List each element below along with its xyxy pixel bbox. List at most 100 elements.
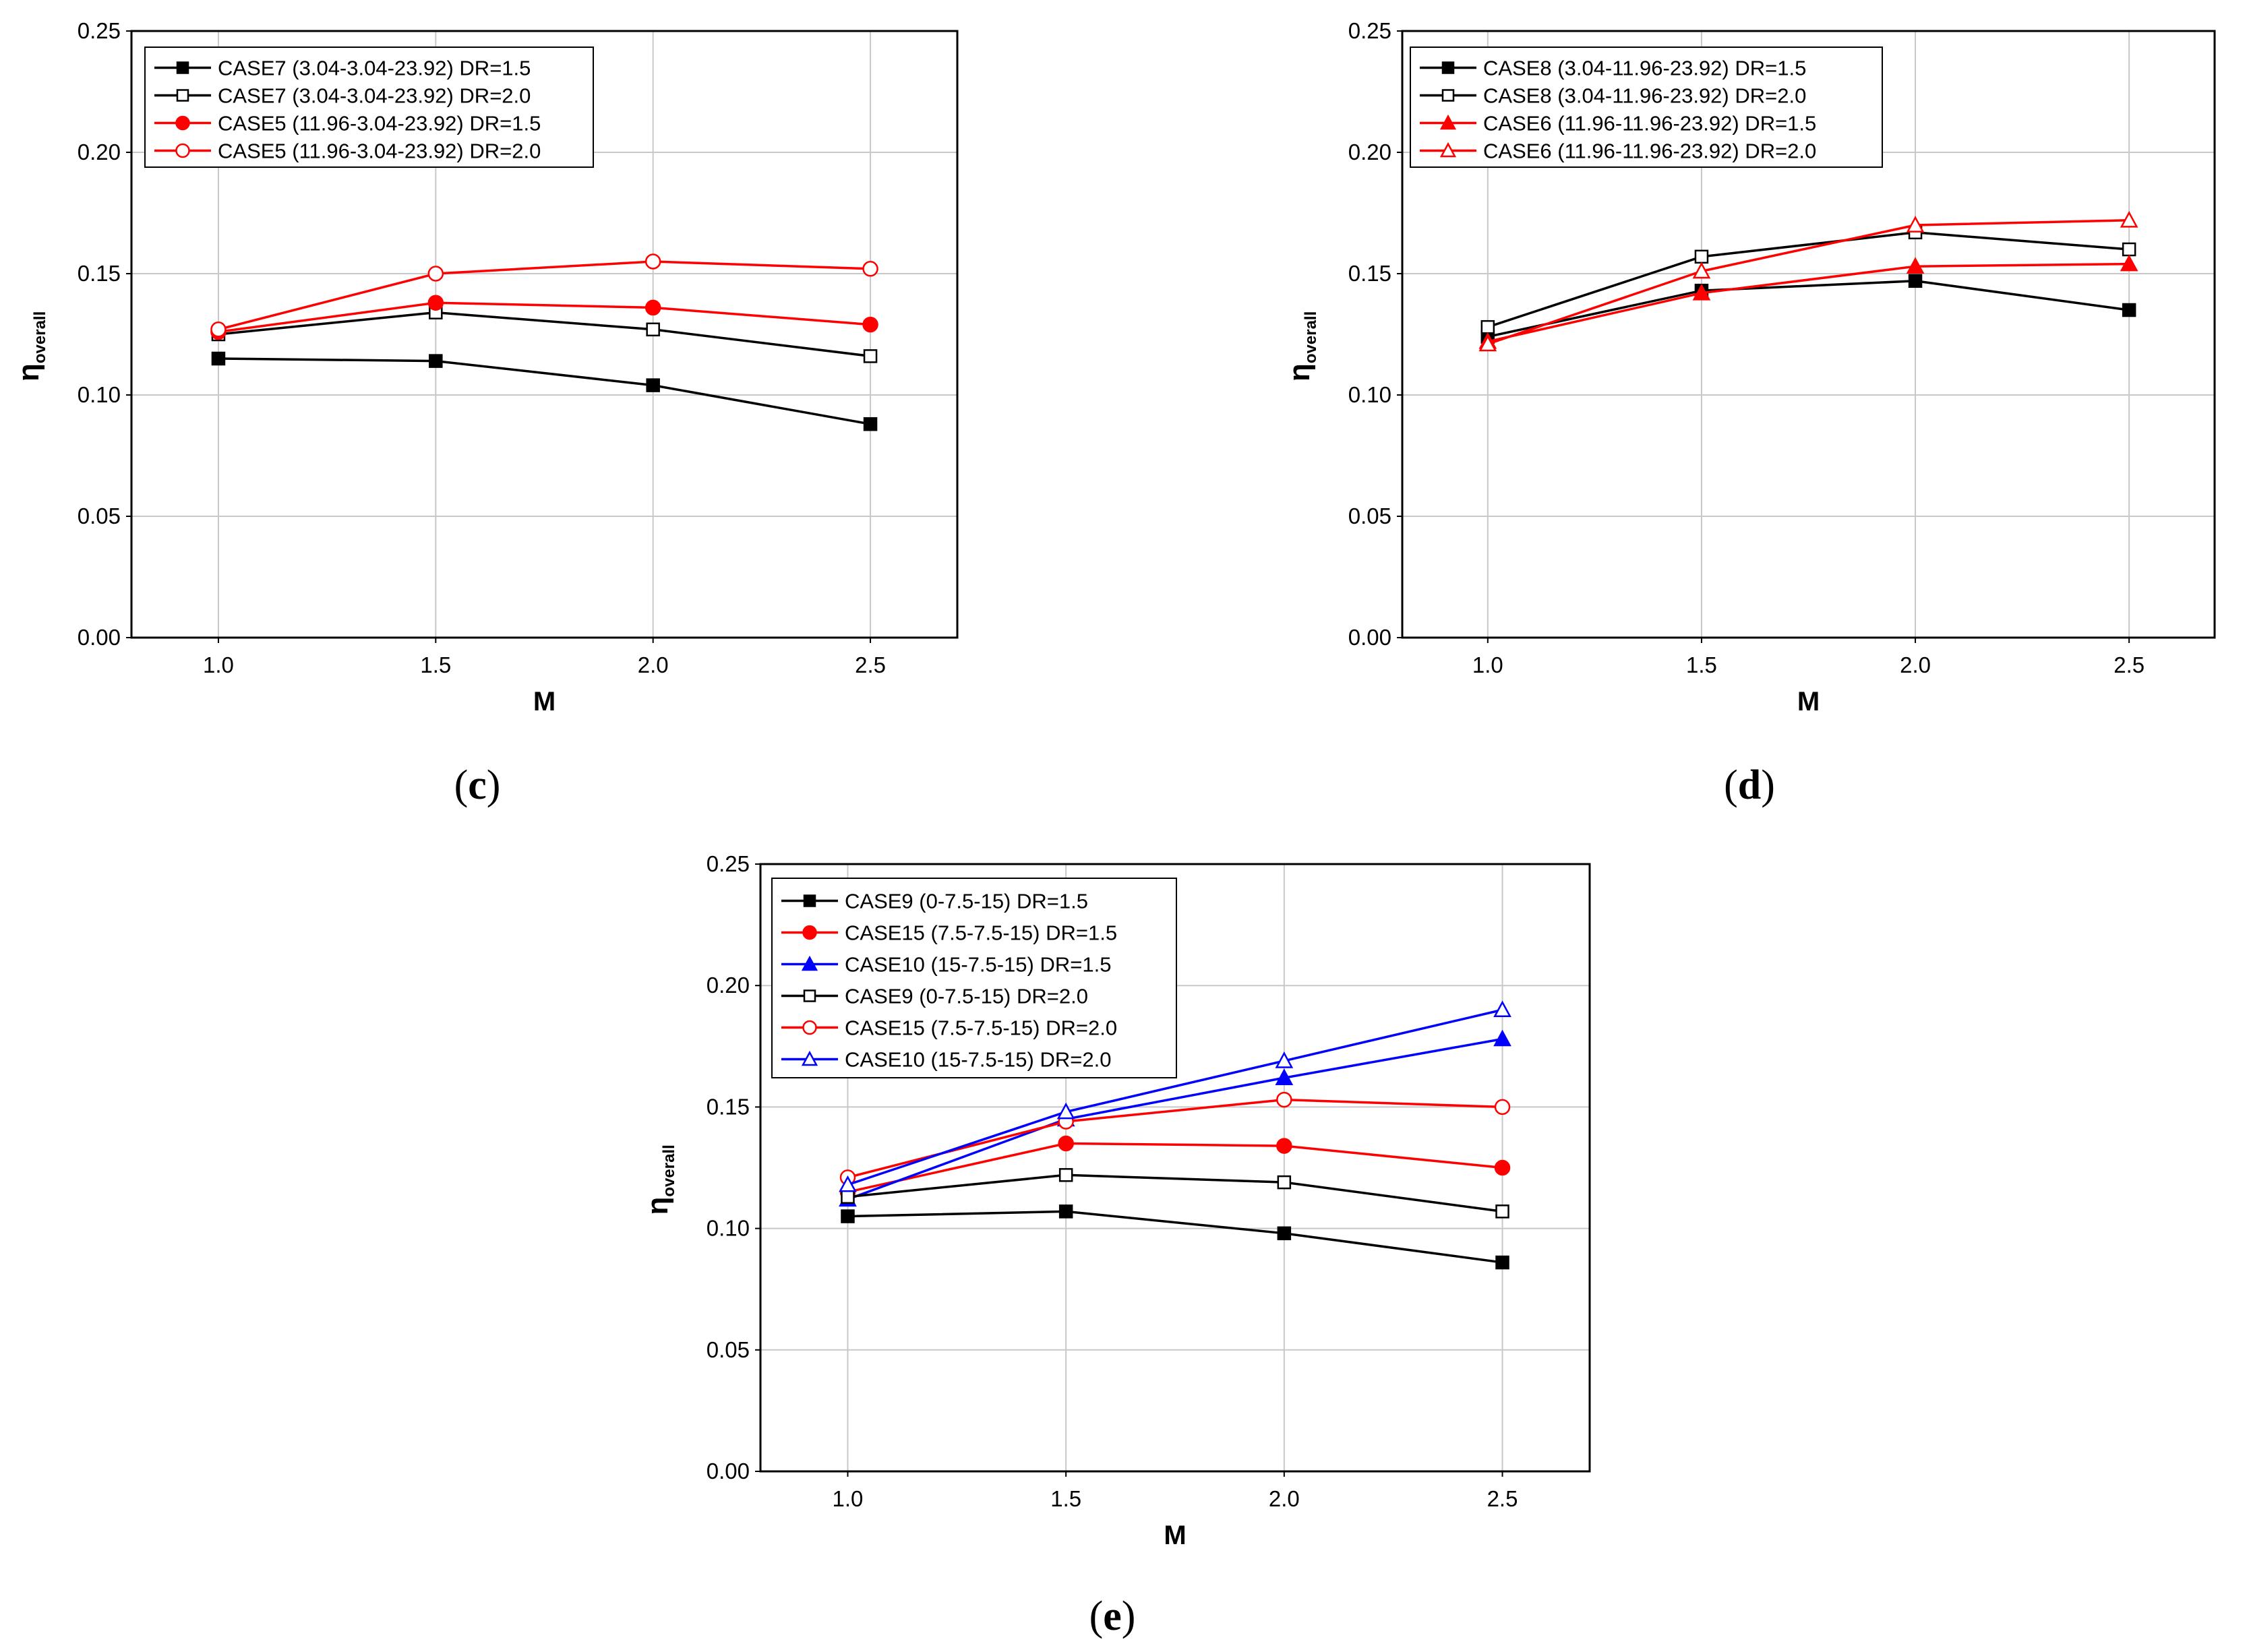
legend-entry: CASE9 (0-7.5-15) DR=2.0 <box>781 985 1088 1008</box>
data-point <box>1058 1135 1074 1152</box>
x-tick-label: 1.5 <box>420 652 451 677</box>
legend: CASE8 (3.04-11.96-23.92) DR=1.5 CASE8 (3.… <box>1410 47 1883 168</box>
data-point <box>839 1175 857 1192</box>
legend-entry: CASE10 (15-7.5-15) DR=2.0 <box>781 1048 1111 1072</box>
data-point <box>2122 303 2136 317</box>
y-axis-label-symbol: η <box>12 363 45 381</box>
data-point <box>1276 1091 1292 1108</box>
legend-entry: CASE7 (3.04-3.04-23.92) DR=2.0 <box>154 84 531 108</box>
legend-entry: CASE6 (11.96-11.96-23.92) DR=2.0 <box>1420 140 1816 163</box>
data-point <box>1908 274 1923 288</box>
legend-marker <box>1439 142 1457 158</box>
plot-frame <box>130 30 959 639</box>
data-point <box>1276 1138 1292 1154</box>
legend-marker <box>175 143 190 158</box>
data-point <box>1692 283 1711 301</box>
data-point <box>1056 1102 1075 1120</box>
series-4 <box>210 253 878 338</box>
legend-box <box>1410 47 1883 168</box>
y-tick-label: 0.00 <box>78 625 121 650</box>
x-tick-label: 1.5 <box>1686 652 1717 677</box>
data-point <box>1275 1051 1294 1068</box>
series-2 <box>839 1135 1511 1200</box>
legend-entry: CASE9 (0-7.5-15) DR=1.5 <box>781 890 1088 913</box>
series-1 <box>1480 274 2136 344</box>
series-1 <box>841 1204 1509 1270</box>
legend-marker <box>176 89 189 102</box>
legend: CASE7 (3.04-3.04-23.92) DR=1.5 CASE7 (3.0… <box>144 47 594 168</box>
y-axis-label-symbol: η <box>1283 363 1316 381</box>
data-point <box>1277 1175 1292 1190</box>
legend-label: CASE7 (3.04-3.04-23.92) DR=2.0 <box>218 84 531 108</box>
legend-marker <box>803 989 816 1002</box>
data-point <box>1478 334 1497 352</box>
series-line <box>847 1098 1503 1179</box>
data-point <box>1495 1204 1509 1219</box>
legend-entry: CASE15 (7.5-7.5-15) DR=1.5 <box>781 921 1117 945</box>
legend-label: CASE10 (15-7.5-15) DR=2.0 <box>845 1048 1111 1072</box>
y-tick-label: 0.10 <box>78 382 121 407</box>
data-point <box>646 322 660 337</box>
y-axis-label-subscript: overall <box>31 311 49 363</box>
y-axis-label: ηoverall <box>12 311 49 381</box>
panel-label-open: ( <box>1089 1593 1104 1639</box>
series-6 <box>839 1000 1511 1192</box>
y-tick-label: 0.10 <box>707 1216 750 1241</box>
x-tick-label: 1.0 <box>203 652 234 677</box>
legend-marker <box>176 61 189 74</box>
data-point <box>1275 1068 1294 1085</box>
y-tick-label: 0.15 <box>78 261 121 286</box>
series-3 <box>1478 254 2138 349</box>
legend-box <box>144 47 594 168</box>
legend-marker <box>1441 61 1455 74</box>
x-tick-label: 2.0 <box>1269 1486 1300 1511</box>
data-point <box>644 299 661 316</box>
y-axis-label: ηoverall <box>1283 311 1320 381</box>
legend: CASE9 (0-7.5-15) DR=1.5 CASE15 (7.5-7.5-1… <box>771 878 1177 1078</box>
data-point <box>427 295 444 311</box>
data-point <box>644 253 661 270</box>
legend-label: CASE8 (3.04-11.96-23.92) DR=2.0 <box>1483 84 1806 108</box>
data-point <box>2120 254 2138 272</box>
legend-box <box>771 878 1177 1078</box>
data-point <box>1058 1168 1073 1182</box>
legend-label: CASE8 (3.04-11.96-23.92) DR=1.5 <box>1483 57 1806 80</box>
x-tick-label: 1.0 <box>833 1486 864 1511</box>
panel-label: (d) <box>1724 762 1775 808</box>
series-3 <box>210 295 878 340</box>
series-line <box>218 301 871 334</box>
legend-label: CASE6 (11.96-11.96-23.92) DR=1.5 <box>1483 112 1816 135</box>
legend-marker <box>1441 89 1455 102</box>
data-point <box>211 351 226 366</box>
legend-entry: CASE8 (3.04-11.96-23.92) DR=1.5 <box>1420 57 1806 80</box>
data-point <box>210 322 227 338</box>
data-point <box>1058 1204 1073 1219</box>
legend-marker <box>801 1050 818 1066</box>
series-line <box>847 1173 1503 1213</box>
series-line <box>1487 262 2130 343</box>
y-tick-label: 0.25 <box>707 851 750 876</box>
data-point <box>2122 242 2136 257</box>
y-axis-label-subscript: overall <box>660 1144 678 1196</box>
y-axis-label: ηoverall <box>641 1144 678 1215</box>
data-point <box>1277 1226 1292 1241</box>
series-1 <box>211 351 878 431</box>
y-tick-label: 0.00 <box>707 1459 750 1483</box>
panel-label-close: ) <box>1122 1593 1136 1639</box>
legend-marker <box>802 925 817 940</box>
legend-entry: CASE8 (3.04-11.96-23.92) DR=2.0 <box>1420 84 1806 108</box>
legend-label: CASE5 (11.96-3.04-23.92) DR=2.0 <box>218 140 541 163</box>
series-2 <box>211 305 878 363</box>
x-tick-label: 1.5 <box>1050 1486 1081 1511</box>
data-point <box>1495 1255 1509 1270</box>
y-tick-label: 0.25 <box>1348 18 1391 43</box>
series-line <box>218 311 871 358</box>
y-tick-label: 0.25 <box>78 18 121 43</box>
legend-entry: CASE5 (11.96-3.04-23.92) DR=1.5 <box>154 112 541 135</box>
x-axis-label: M <box>1797 687 1820 716</box>
data-point <box>1906 216 1925 233</box>
series-line <box>847 1210 1503 1264</box>
legend-label: CASE7 (3.04-3.04-23.92) DR=1.5 <box>218 57 531 80</box>
y-tick-label: 0.15 <box>1348 261 1391 286</box>
